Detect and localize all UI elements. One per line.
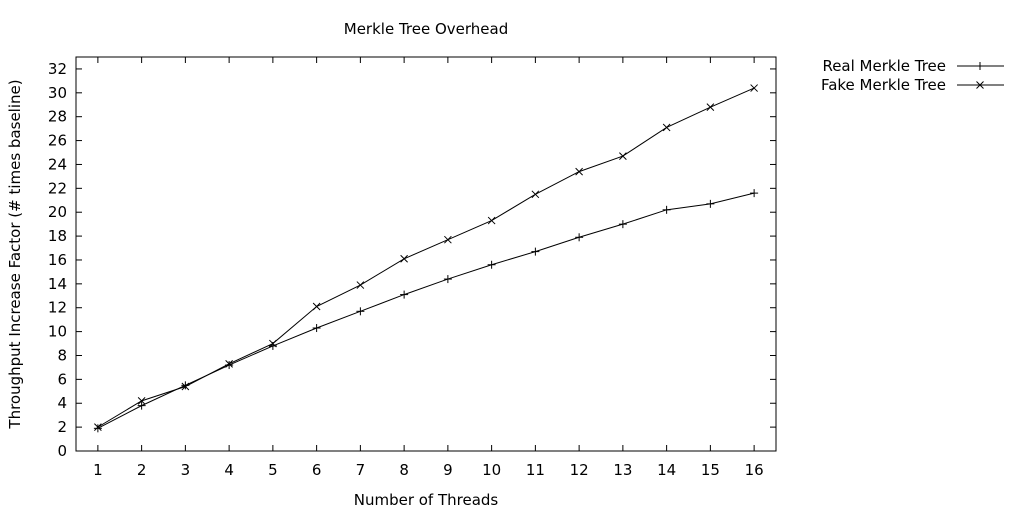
fake-merkle-tree-point [662, 123, 671, 132]
x-tick-label: 9 [443, 461, 453, 479]
x-tick-label: 6 [312, 461, 322, 479]
real-merkle-tree-series-line [97, 192, 755, 429]
real-merkle-tree-point [312, 324, 321, 333]
legend-marker-fake-merkle-tree [976, 81, 984, 89]
x-tick-label: 14 [657, 461, 676, 479]
fake-merkle-tree-point [137, 397, 146, 405]
fake-merkle-tree-point-d2 [487, 216, 496, 225]
y-tick-label: 28 [48, 108, 67, 126]
y-tick-label: 14 [48, 275, 67, 293]
legend-label-real-merkle-tree: Real Merkle Tree [822, 57, 946, 75]
x-tick-label: 8 [399, 461, 409, 479]
fake-merkle-tree-point-d2 [269, 339, 277, 348]
fake-merkle-tree-point [531, 190, 540, 199]
y-tick-label: 32 [48, 60, 67, 78]
real-merkle-tree-point [443, 275, 452, 284]
legend-label-fake-merkle-tree: Fake Merkle Tree [821, 76, 946, 94]
x-tick-label: 11 [526, 461, 545, 479]
x-tick-label: 5 [268, 461, 278, 479]
real-merkle-tree-point [706, 199, 715, 208]
fake-merkle-tree-point-d2 [400, 254, 408, 263]
legend-marker-real-merkle-tree [976, 62, 984, 70]
y-tick-label: 10 [48, 323, 67, 341]
x-tick-label: 12 [570, 461, 589, 479]
real-merkle-tree-point [531, 247, 540, 256]
fake-merkle-tree-point [94, 423, 102, 431]
y-tick-label: 30 [48, 84, 67, 102]
x-tick-label: 15 [701, 461, 720, 479]
real-merkle-tree-point [662, 205, 671, 214]
y-tick-label: 4 [57, 394, 67, 412]
fake-merkle-tree-point-d2 [225, 359, 233, 368]
y-tick-label: 8 [57, 346, 67, 364]
legend-marker-fake-merkle-tree-d2 [976, 81, 984, 89]
fake-merkle-tree-point-d2 [137, 397, 146, 405]
fake-merkle-tree-point-d2 [619, 152, 627, 160]
plot-area: 1 2 3 4 5 6 7 8 9 10 11 12 13 14 15 1602468101214161820… [48, 56, 777, 479]
fake-merkle-tree-point [487, 216, 496, 225]
fake-merkle-tree-point-d2 [444, 235, 452, 244]
chart-title: Merkle Tree Overhead [344, 20, 508, 38]
x-tick-label: 10 [482, 461, 501, 479]
real-merkle-tree-point [93, 424, 102, 433]
x-tick-label: 2 [137, 461, 147, 479]
x-tick-label: 7 [356, 461, 366, 479]
y-tick-label: 26 [48, 132, 67, 150]
fake-merkle-tree-point [750, 84, 758, 92]
fake-merkle-tree-point [356, 281, 365, 289]
fake-merkle-tree-point-d2 [706, 103, 715, 111]
y-tick-label: 20 [48, 203, 67, 221]
fake-merkle-tree-point [619, 152, 627, 160]
y-tick-label: 18 [48, 227, 67, 245]
real-merkle-tree-point [487, 260, 496, 269]
fake-merkle-tree-point-d2 [94, 423, 102, 431]
real-merkle-tree-point [750, 189, 759, 198]
y-axis-label: Throughput Increase Factor (# times base… [6, 79, 24, 429]
fake-merkle-tree-point-d2 [181, 382, 190, 391]
fake-merkle-tree-point [225, 359, 233, 368]
plot-frame [75, 56, 777, 452]
fake-merkle-tree-point [312, 302, 321, 311]
x-axis-label: Number of Threads [354, 491, 499, 509]
y-tick-label: 6 [57, 370, 67, 388]
x-tick-label: 16 [745, 461, 764, 479]
x-tick-label: 3 [181, 461, 191, 479]
x-tick-label: 4 [224, 461, 234, 479]
fake-merkle-tree-point [706, 103, 715, 111]
y-tick-label: 0 [57, 442, 67, 460]
fake-merkle-tree-point-d2 [575, 167, 583, 176]
y-tick-label: 22 [48, 179, 67, 197]
fake-merkle-tree-point-d2 [356, 281, 365, 289]
fake-merkle-tree-point-d2 [750, 84, 758, 92]
real-merkle-tree-point [575, 233, 584, 242]
y-tick-label: 24 [48, 155, 67, 173]
fake-merkle-tree-point [269, 339, 277, 348]
fake-merkle-tree-series-line [97, 87, 755, 428]
fake-merkle-tree-point-d2 [662, 123, 671, 132]
real-merkle-tree-point [400, 290, 409, 299]
fake-merkle-tree-point [575, 167, 583, 176]
real-merkle-tree-point [356, 307, 365, 316]
real-merkle-tree-point [137, 401, 146, 410]
fake-merkle-tree-point [444, 235, 452, 244]
x-tick-label: 1 [93, 461, 103, 479]
real-merkle-tree-point [618, 220, 627, 229]
x-tick-label: 13 [613, 461, 632, 479]
y-tick-label: 2 [57, 418, 67, 436]
fake-merkle-tree-point-d2 [312, 302, 321, 311]
fake-merkle-tree-point-d2 [531, 190, 540, 199]
fake-merkle-tree-point [400, 254, 408, 263]
y-tick-label: 12 [48, 299, 67, 317]
fake-merkle-tree-point [181, 382, 190, 391]
y-tick-label: 16 [48, 251, 67, 269]
